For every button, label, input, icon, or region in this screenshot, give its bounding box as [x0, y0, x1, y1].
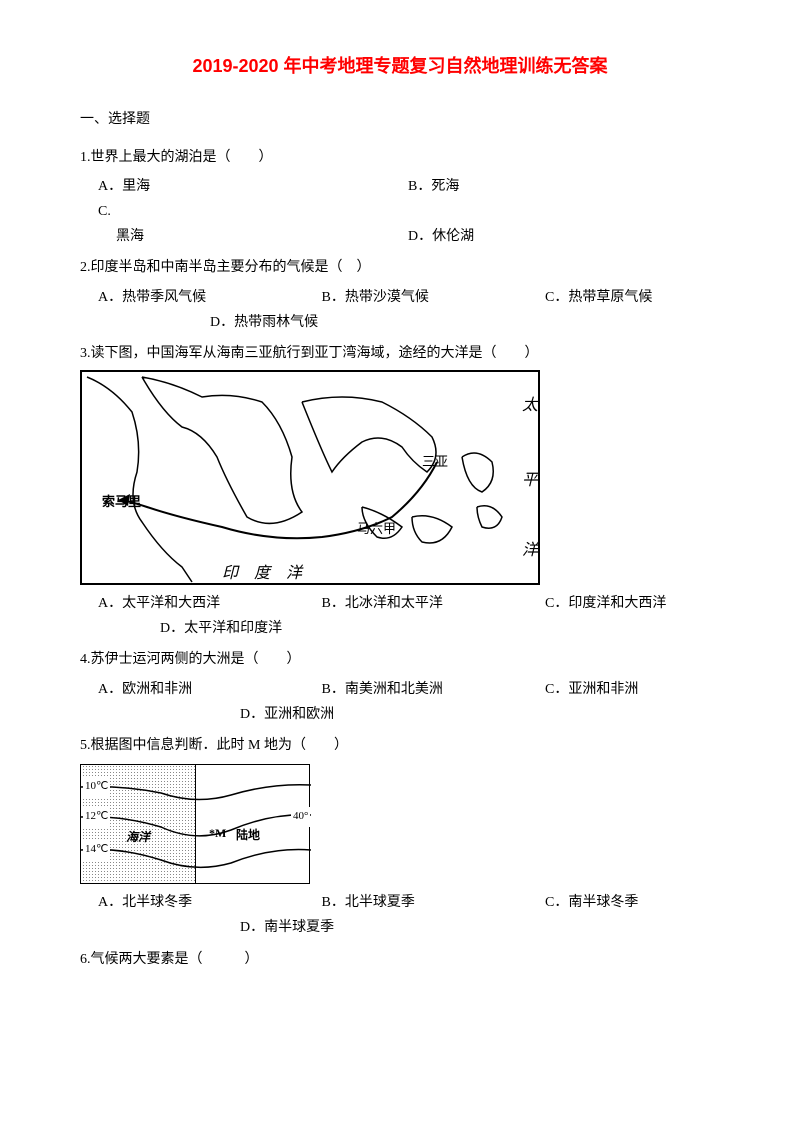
map-label-malacca: 马六甲 — [357, 517, 396, 540]
q4-text: 4.苏伊士运河两侧的大洲是（ ） — [80, 647, 720, 672]
temp-14: 14℃ — [83, 840, 110, 860]
page-title: 2019-2020 年中考地理专题复习自然地理训练无答案 — [80, 50, 720, 82]
map-label-pacific-2: 平 — [522, 467, 538, 496]
q4-option-b: B．南美洲和北美洲 — [322, 677, 542, 702]
q3-option-a: A．太平洋和大西洋 — [98, 591, 318, 616]
chart-land-label: 陆地 — [236, 825, 260, 847]
q5-text: 5.根据图中信息判断．此时 M 地为（ ） — [80, 733, 720, 758]
question-3: 3.读下图，中国海军从海南三亚航行到亚丁湾海域，途经的大洋是（ ） 三亚 索马里… — [80, 341, 720, 642]
map-label-pacific-3: 洋 — [522, 537, 538, 566]
map-figure: 三亚 索马里 马六甲 印 度 洋 太 平 洋 — [80, 370, 540, 585]
map-label-indian-ocean: 印 度 洋 — [222, 560, 308, 585]
lat-40: 40° — [291, 807, 310, 827]
question-4: 4.苏伊士运河两侧的大洲是（ ） A．欧洲和非洲 B．南美洲和北美洲 C．亚洲和… — [80, 647, 720, 727]
q4-option-c: C．亚洲和非洲 — [545, 677, 705, 702]
q6-text: 6.气候两大要素是（ ） — [80, 947, 720, 972]
question-1: 1.世界上最大的湖泊是（ ） A．里海 B．死海 C. 黑海 D．休伦湖 — [80, 145, 720, 250]
chart-ocean-label: 海洋 — [126, 827, 150, 849]
chart-m-point: *M — [209, 823, 226, 845]
q4-option-a: A．欧洲和非洲 — [98, 677, 318, 702]
question-6: 6.气候两大要素是（ ） — [80, 947, 720, 972]
temp-12: 12℃ — [83, 807, 110, 827]
q2-option-a: A．热带季风气候 — [98, 285, 318, 310]
section-header: 一、选择题 — [80, 107, 720, 132]
q1-option-d: D．休伦湖 — [408, 224, 474, 249]
temp-10: 10℃ — [83, 777, 110, 797]
q2-option-c: C．热带草原气候 — [545, 285, 705, 310]
q3-option-c: C．印度洋和大西洋 — [545, 591, 705, 616]
question-2: 2.印度半岛和中南半岛主要分布的气候是（ ） A．热带季风气候 B．热带沙漠气候… — [80, 255, 720, 335]
map-label-somalia: 索马里 — [102, 490, 141, 513]
q3-text: 3.读下图，中国海军从海南三亚航行到亚丁湾海域，途经的大洋是（ ） — [80, 341, 720, 366]
q1-option-c2: 黑海 — [98, 224, 408, 249]
question-5: 5.根据图中信息判断．此时 M 地为（ ） 10℃ 12℃ 14℃ 40° 海洋… — [80, 733, 720, 941]
q3-option-b: B．北冰洋和太平洋 — [322, 591, 542, 616]
q5-option-c: C．南半球冬季 — [545, 890, 705, 915]
q2-text: 2.印度半岛和中南半岛主要分布的气候是（ ） — [80, 255, 720, 280]
q1-text: 1.世界上最大的湖泊是（ ） — [80, 145, 720, 170]
q3-option-d: D．太平洋和印度洋 — [80, 616, 720, 641]
map-label-pacific-1: 太 — [522, 392, 538, 421]
isotherm-chart: 10℃ 12℃ 14℃ 40° 海洋 陆地 *M — [80, 764, 310, 884]
q1-option-b: B．死海 — [408, 174, 638, 199]
q4-option-d: D．亚洲和欧洲 — [80, 702, 720, 727]
q1-option-c: C. — [98, 199, 198, 224]
q1-option-a: A．里海 — [98, 174, 408, 199]
q2-option-b: B．热带沙漠气候 — [322, 285, 542, 310]
q2-option-d: D．热带雨林气候 — [80, 310, 720, 335]
q5-option-b: B．北半球夏季 — [322, 890, 542, 915]
q5-option-a: A．北半球冬季 — [98, 890, 318, 915]
q5-option-d: D．南半球夏季 — [80, 915, 720, 940]
map-label-sanya: 三亚 — [422, 450, 448, 473]
